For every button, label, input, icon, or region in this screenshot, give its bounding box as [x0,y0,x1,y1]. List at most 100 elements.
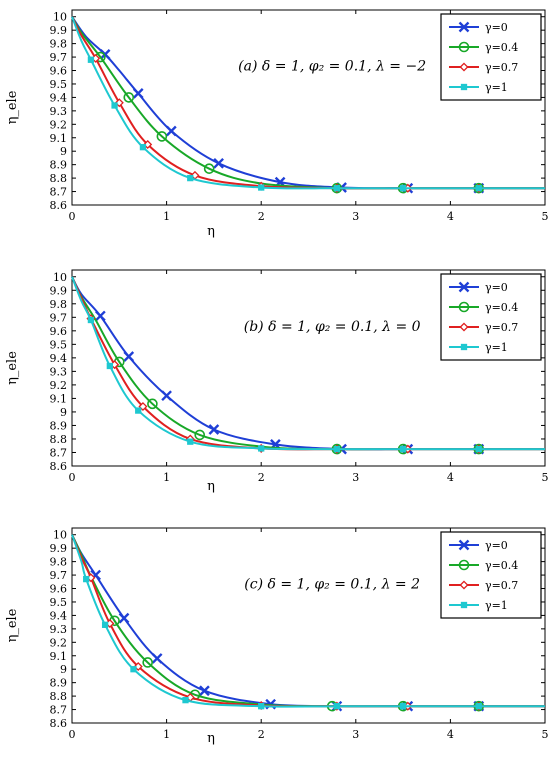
data-point-marker [203,163,215,174]
y-tick-label: 9 [60,663,67,676]
y-tick-label: 8.9 [50,419,68,432]
chart-panel-b: 8.68.78.88.999.19.29.39.49.59.69.79.89.9… [5,269,549,494]
data-point-marker [101,621,109,628]
legend-label: γ=0.4 [485,301,518,314]
y-tick-label: 9.4 [50,352,68,365]
legend-marker [458,539,470,551]
x-tick-label: 0 [69,728,76,741]
series-line-3 [71,276,545,451]
y-axis-title: η_ele [5,90,20,124]
legend-marker [459,62,469,72]
y-tick-label: 9.2 [50,118,68,131]
legend-marker [460,83,468,91]
x-tick-label: 2 [258,471,265,484]
data-point-marker [139,144,147,151]
legend-marker [459,580,469,590]
x-tick-label: 4 [447,728,454,741]
legend-label: γ=0 [485,539,508,552]
data-point-marker [87,56,95,63]
plot-frame [71,527,546,724]
data-point-marker [123,92,135,103]
y-tick-label: 9.1 [50,132,68,145]
x-tick-label: 2 [258,210,265,223]
legend-label: γ=0 [485,21,508,34]
y-tick-label: 9.3 [50,105,68,118]
y-tick-label: 9.2 [50,379,68,392]
panel-annotation: (b) δ = 1, φ₂ = 0.1, λ = 0 [244,319,421,335]
legend-label: γ=0.7 [485,61,518,74]
y-tick-label: 9.1 [50,650,68,663]
data-point-marker [194,429,206,441]
x-axis-title: η [207,731,215,746]
y-tick-label: 9 [60,145,67,158]
legend-label: γ=1 [485,81,508,94]
data-point-marker [475,185,482,192]
x-tick-label: 1 [163,471,170,484]
data-point-marker [399,185,407,192]
legend: γ=0 γ=0.4 γ=0.7 γ=1 [440,273,542,361]
legend-marker [458,559,470,571]
y-tick-label: 9.5 [50,338,68,351]
data-point-marker [399,445,407,453]
data-point-marker [258,445,265,452]
panel-annotation: (c) δ = 1, φ₂ = 0.1, λ = 2 [244,576,420,592]
x-axis-title: η [207,224,215,239]
legend: γ=0 γ=0.4 γ=0.7 γ=1 [440,531,542,619]
x-tick-label: 1 [163,210,170,223]
data-point-marker [475,445,482,453]
y-tick-label: 8.7 [50,186,68,199]
x-tick-label: 3 [352,210,359,223]
x-tick-label: 0 [69,210,76,223]
legend-box [440,13,542,101]
y-tick-label: 9.6 [50,583,68,596]
legend-box [440,531,542,619]
series-line-3 [71,16,545,190]
data-point-marker [106,362,113,370]
data-point-marker [199,685,210,697]
y-tick-label: 9.4 [50,91,68,104]
y-tick-label: 8.6 [50,460,68,473]
data-point-marker [138,402,148,412]
legend-label: γ=1 [485,341,508,354]
y-tick-label: 9.3 [50,365,68,378]
y-tick-label: 9.9 [50,284,68,297]
y-tick-label: 9.8 [50,38,68,51]
y-tick-label: 9.7 [50,51,68,64]
legend-label: γ=0 [485,281,508,294]
x-tick-label: 5 [542,210,549,223]
y-tick-label: 8.8 [50,172,68,185]
data-point-marker [147,398,158,410]
y-tick-label: 9.5 [50,596,68,609]
y-tick-label: 9.5 [50,78,68,91]
data-point-marker [130,666,137,673]
data-point-marker [111,102,118,109]
legend: γ=0 γ=0.4 γ=0.7 γ=1 [440,13,542,101]
legend-label: γ=0.4 [485,559,518,572]
x-tick-label: 0 [69,471,76,484]
x-tick-label: 3 [352,728,359,741]
y-tick-label: 9.8 [50,298,68,311]
data-point-marker [95,310,106,322]
y-tick-label: 8.9 [50,159,68,172]
data-point-marker [208,424,220,435]
legend-marker [458,301,470,313]
data-point-marker [99,49,111,60]
data-point-marker [333,185,341,192]
plot-frame [71,9,546,206]
y-tick-label: 9.2 [50,636,68,649]
y-axis-title: η_ele [5,351,20,385]
y-tick-label: 8.6 [50,199,68,212]
legend-label: γ=0.4 [485,41,518,54]
legend-marker [458,281,470,293]
y-tick-label: 10 [53,271,67,284]
y-tick-label: 9.7 [50,569,68,582]
data-point-marker [333,445,341,453]
data-point-marker [83,575,90,583]
legend-marker [458,21,470,33]
y-tick-label: 10 [53,11,67,24]
x-tick-label: 4 [447,210,454,223]
data-point-marker [333,703,341,710]
data-point-marker [142,657,153,668]
y-tick-label: 8.8 [50,433,68,446]
